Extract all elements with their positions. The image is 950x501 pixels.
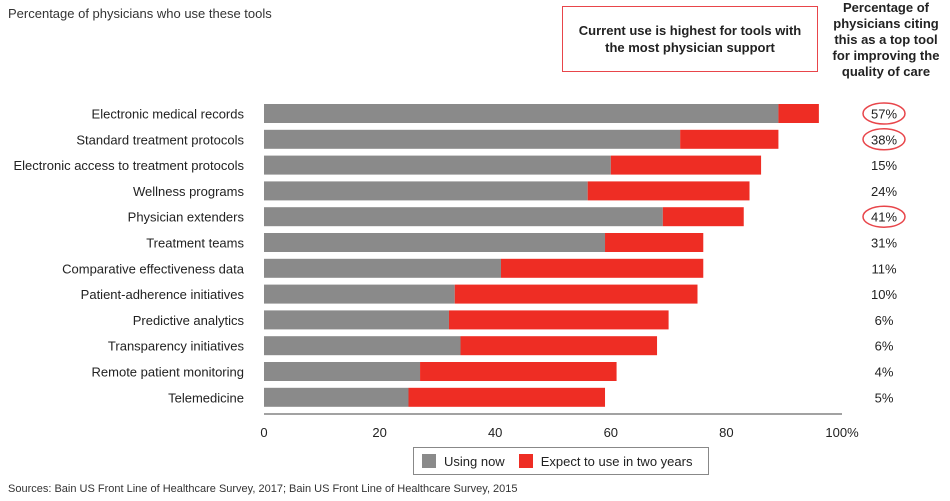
highlight-circle <box>862 128 906 151</box>
bar-expect <box>420 362 617 381</box>
bar-using-now <box>264 284 455 304</box>
side-value: 57% <box>871 107 897 122</box>
category-label: Physician extenders <box>128 210 245 225</box>
bar-using-now <box>264 181 588 201</box>
bar-expect <box>778 104 819 123</box>
side-value: 38% <box>871 132 897 147</box>
bar-using-now <box>264 258 501 278</box>
side-value: 4% <box>875 365 894 380</box>
bar-expect <box>454 284 698 304</box>
source-note: Sources: Bain US Front Line of Healthcar… <box>8 483 518 495</box>
legend-item-using-now: Using now <box>422 454 505 469</box>
bar-using-now <box>264 387 409 407</box>
side-value: 5% <box>875 390 894 405</box>
category-label: Comparative effectiveness data <box>62 261 245 276</box>
side-value: 10% <box>871 287 897 302</box>
x-tick-label: 80 <box>719 425 733 440</box>
category-label: Predictive analytics <box>133 313 245 328</box>
x-tick-label: 60 <box>604 425 618 440</box>
legend-label-expect: Expect to use in two years <box>540 453 693 469</box>
category-label: Transparency initiatives <box>108 339 245 354</box>
bar-using-now <box>264 129 681 149</box>
side-value: 6% <box>875 339 894 354</box>
bar-expect <box>605 233 704 252</box>
side-column-header: Percentage of physicians citing this as … <box>832 0 940 79</box>
category-label: Patient-adherence initiatives <box>81 287 245 302</box>
bar-using-now <box>264 233 606 252</box>
category-label: Remote patient monitoring <box>92 365 244 380</box>
bar-expect <box>587 181 750 201</box>
category-label: Wellness programs <box>133 184 245 199</box>
legend-swatch-expect <box>518 454 533 468</box>
bar-using-now <box>264 155 611 175</box>
category-label: Treatment teams <box>146 236 244 251</box>
bar-using-now <box>264 207 663 227</box>
category-label: Standard treatment protocols <box>76 132 244 147</box>
legend: Using now Expect to use in two years <box>413 447 709 475</box>
side-value: 31% <box>871 236 897 251</box>
side-value: 15% <box>871 158 897 173</box>
x-tick-label: 0 <box>260 425 267 440</box>
bar-using-now <box>264 362 421 381</box>
x-tick-label: 100% <box>825 425 859 440</box>
x-tick-label: 40 <box>488 425 502 440</box>
side-value: 24% <box>871 184 897 199</box>
side-value: 11% <box>871 261 896 276</box>
category-label: Telemedicine <box>168 390 244 405</box>
category-label: Electronic access to treatment protocols <box>14 158 245 173</box>
bar-expect <box>680 129 779 149</box>
highlight-circle <box>862 102 906 125</box>
side-value: 6% <box>875 313 894 328</box>
x-tick-label: 20 <box>372 425 386 440</box>
bar-expect <box>448 310 669 330</box>
bar-using-now <box>264 336 461 356</box>
legend-label-using-now: Using now <box>444 453 505 469</box>
bar-expect <box>662 207 744 227</box>
bar-expect <box>500 258 704 278</box>
side-value: 41% <box>871 210 897 225</box>
bar-using-now <box>264 104 779 123</box>
chart-subtitle: Percentage of physicians who use these t… <box>8 6 272 21</box>
callout-box: Current use is highest for tools with th… <box>562 6 818 72</box>
category-label: Electronic medical records <box>92 107 245 122</box>
callout-text: Current use is highest for tools with th… <box>578 23 802 55</box>
bar-expect <box>460 336 658 356</box>
bar-expect <box>610 155 762 175</box>
legend-item-expect: Expect to use in two years <box>518 453 693 469</box>
bar-using-now <box>264 310 449 330</box>
highlight-circle <box>862 205 906 228</box>
bar-expect <box>408 387 606 407</box>
legend-swatch-using-now <box>422 454 436 468</box>
